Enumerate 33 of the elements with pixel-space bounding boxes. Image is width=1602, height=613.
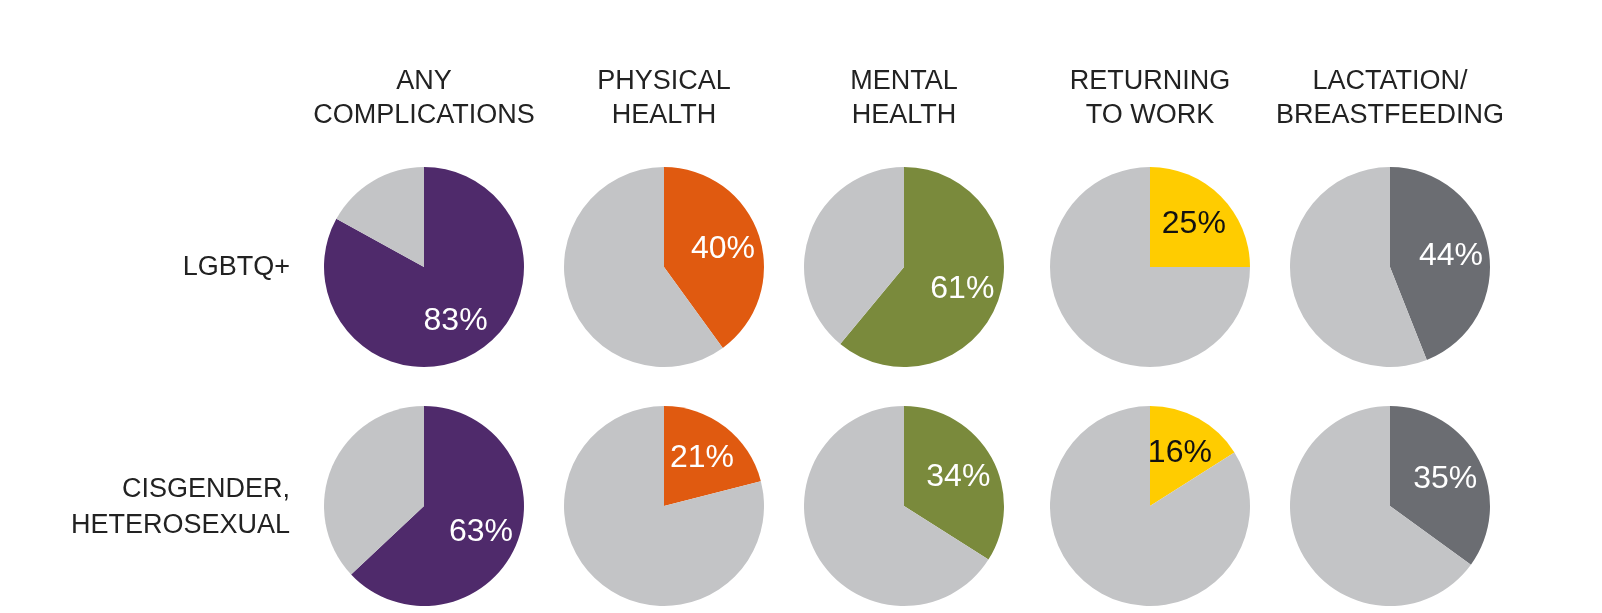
pie-slice <box>564 406 764 606</box>
data-label: 16% <box>1147 432 1212 469</box>
data-label: 61% <box>930 269 995 305</box>
data-label: 35% <box>1413 458 1478 495</box>
data-label: 44% <box>1418 236 1483 273</box>
pie-slice <box>804 406 989 606</box>
pie-slice <box>664 167 764 348</box>
pie-slice <box>664 406 761 506</box>
pie-slice <box>904 406 1004 560</box>
chart-title: RETURNING TO WORK <box>1069 65 1231 129</box>
text: LGBTQ+ <box>181 250 290 283</box>
pie-slice <box>336 167 424 267</box>
pie-slice <box>1390 406 1490 565</box>
data-label: 83% <box>423 301 488 338</box>
pie-slice <box>324 406 424 575</box>
pie-slice <box>804 167 904 345</box>
chart-title: LACTATION/ BREASTFEEDING <box>1275 65 1505 129</box>
data-label: 25% <box>1161 204 1226 241</box>
pie-slice <box>1150 167 1250 267</box>
pie-slice <box>1050 167 1250 367</box>
pie-slice <box>840 167 1004 367</box>
data-label: 40% <box>690 228 755 265</box>
chart-title: PHYSICAL HEALTH <box>597 65 731 129</box>
pie-slice <box>324 167 524 367</box>
data-label: 34% <box>926 457 991 494</box>
data-label: 63% <box>448 511 513 548</box>
chart-title: ANY COMPLICATIONS <box>313 65 535 129</box>
text: CISGENDER, HETEROSEXUAL <box>69 472 290 541</box>
pie-slice <box>1050 406 1250 606</box>
data-label: 21% <box>669 438 735 475</box>
chart-title: MENTAL HEALTH <box>850 65 958 129</box>
pie-slice <box>351 406 524 606</box>
pie-slice <box>1390 167 1490 360</box>
